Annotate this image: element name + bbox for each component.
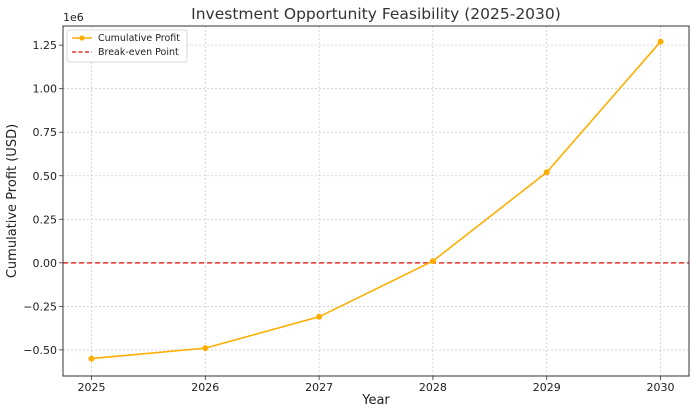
y-tick-label: −0.50: [23, 344, 57, 357]
x-tick-label: 2027: [305, 381, 333, 394]
data-point: [429, 258, 436, 265]
x-tick-label: 2025: [77, 381, 105, 394]
y-offset-label: 1e6: [63, 11, 84, 24]
data-point: [316, 313, 323, 320]
data-point: [202, 345, 209, 352]
data-point: [88, 355, 95, 362]
data-point: [657, 38, 664, 45]
y-tick-label: −0.25: [23, 300, 57, 313]
legend-marker-cumulative-profit: [79, 35, 85, 41]
y-tick-label: 1.00: [33, 83, 58, 96]
legend-label-break-even-point: Break-even Point: [98, 47, 179, 58]
legend-label-cumulative-profit: Cumulative Profit: [98, 33, 180, 44]
legend: Cumulative Profit Break-even Point: [66, 29, 188, 63]
x-tick-label: 2029: [533, 381, 561, 394]
x-tick-label: 2026: [191, 381, 219, 394]
x-tick-label: 2030: [647, 381, 675, 394]
y-tick-label: 0.75: [33, 126, 58, 139]
series-line-cumulative-profit: [91, 41, 662, 360]
plot-frame: [62, 25, 690, 377]
series-layer: [88, 38, 664, 362]
y-axis-label: Cumulative Profit (USD): [5, 124, 20, 278]
y-tick-label: 0.00: [33, 257, 58, 270]
data-point: [543, 169, 550, 176]
ticks: 2025 2026 2027 2028 2029 2030 −0.50 −0.25 0.00 0.…: [23, 39, 674, 394]
chart-title: Investment Opportunity Feasibility (2025…: [191, 5, 561, 23]
x-tick-label: 2028: [419, 381, 447, 394]
y-tick-label: 0.50: [33, 170, 58, 183]
grid: [63, 26, 689, 376]
y-tick-label: 1.25: [33, 39, 58, 52]
y-tick-label: 0.25: [33, 213, 58, 226]
x-axis-label: Year: [361, 393, 390, 408]
legend-box: [66, 29, 188, 63]
